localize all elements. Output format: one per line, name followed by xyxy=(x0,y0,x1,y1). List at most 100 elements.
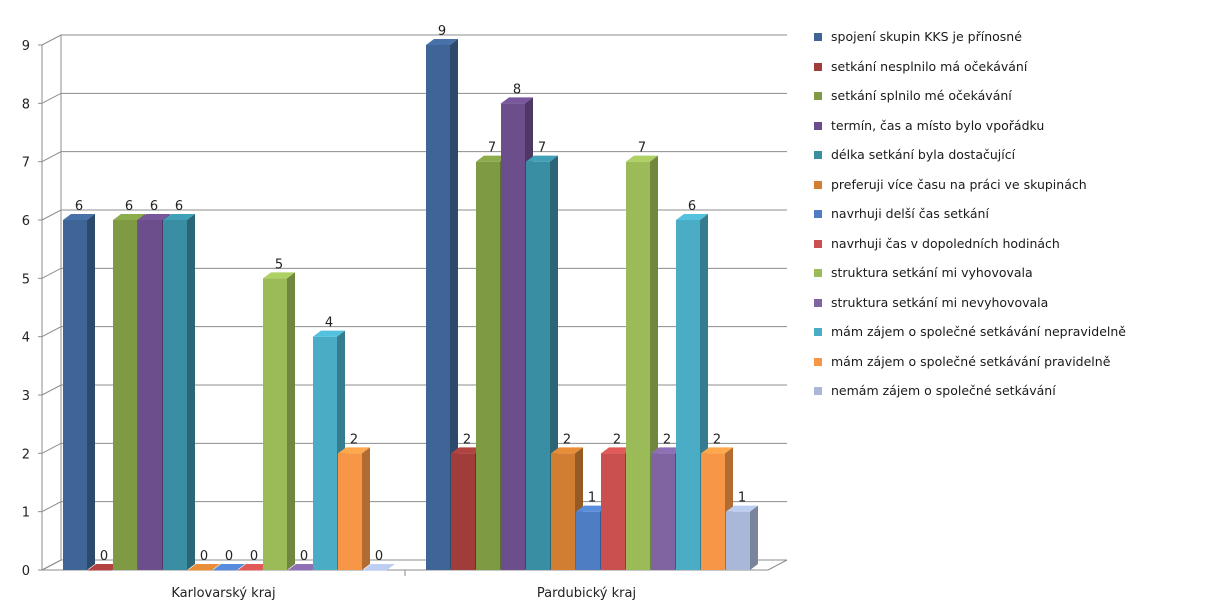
bar-top xyxy=(288,564,320,570)
data-label: 2 xyxy=(613,432,621,447)
legend-label: setkání nesplnilo má očekávání xyxy=(831,58,1028,74)
bar-top xyxy=(163,214,195,220)
bar-top xyxy=(363,564,395,570)
bar-top xyxy=(501,97,533,104)
legend-item: mám zájem o společné setkávání pravideln… xyxy=(808,347,1208,377)
bar-side xyxy=(187,214,195,570)
legend-label: preferuji více času na práci ve skupinác… xyxy=(831,176,1087,192)
y-tick-label: 7 xyxy=(22,156,30,171)
legend-item: navrhuji čas v dopoledních hodinách xyxy=(808,229,1208,259)
bar xyxy=(88,564,120,571)
bar-front xyxy=(576,511,600,570)
data-label: 6 xyxy=(175,199,183,214)
bar-top xyxy=(88,564,120,570)
bar-top xyxy=(238,564,270,570)
bar-top xyxy=(138,214,170,220)
gridline xyxy=(41,151,787,163)
bar-front xyxy=(188,570,212,571)
y-tick-label: 3 xyxy=(22,389,30,404)
x-category-label: Karlovarský kraj xyxy=(171,586,275,601)
bar-front xyxy=(501,103,525,570)
legend-swatch xyxy=(814,328,822,336)
legend-swatch xyxy=(814,121,822,130)
y-tick-label: 8 xyxy=(22,97,30,112)
bar-top xyxy=(451,447,483,454)
bar-top xyxy=(551,447,583,454)
bar-front xyxy=(313,336,337,570)
bar-front xyxy=(338,453,362,570)
data-label: 6 xyxy=(150,199,158,214)
bar-top xyxy=(313,330,345,337)
legend-label: struktura setkání mi nevyhovovala xyxy=(831,294,1049,310)
bar-front xyxy=(451,453,475,570)
bar xyxy=(63,214,95,570)
legend-label: navrhuji čas v dopoledních hodinách xyxy=(831,235,1060,251)
bar-front xyxy=(626,161,650,570)
bar-front xyxy=(426,45,450,570)
bar xyxy=(313,330,345,570)
bar-top xyxy=(526,155,558,162)
bar-front xyxy=(476,161,500,570)
data-label: 0 xyxy=(300,549,308,564)
chart-legend: spojení skupin KKS je přínosné setkání ne… xyxy=(808,22,1208,406)
data-label: 2 xyxy=(563,432,571,447)
y-tick-label: 4 xyxy=(22,331,30,346)
data-label: 6 xyxy=(125,199,133,214)
data-label: 0 xyxy=(250,549,258,564)
y-tick-label: 9 xyxy=(22,39,30,54)
legend-item: preferuji více času na práci ve skupinác… xyxy=(808,170,1208,200)
bar-front xyxy=(363,570,387,571)
bar-side xyxy=(287,272,295,570)
gridline xyxy=(41,34,787,46)
legend-swatch xyxy=(814,210,822,218)
legend-swatch xyxy=(814,62,822,71)
data-label: 1 xyxy=(738,491,746,506)
legend-swatch xyxy=(814,151,822,159)
data-label: 6 xyxy=(75,199,83,214)
data-label: 0 xyxy=(225,549,233,564)
bar-top xyxy=(476,155,508,162)
bar-front xyxy=(113,220,137,570)
bar-top xyxy=(263,272,295,279)
data-label: 0 xyxy=(375,549,383,564)
data-label: 7 xyxy=(488,141,496,156)
y-tick-label: 6 xyxy=(22,214,30,229)
bar xyxy=(426,39,458,570)
data-label: 2 xyxy=(663,432,671,447)
x-category-label: Pardubický kraj xyxy=(537,586,636,601)
bar-front xyxy=(163,220,187,570)
y-tick-label: 2 xyxy=(22,447,30,462)
legend-item: setkání splnilo mé očekávání xyxy=(808,81,1208,111)
bar-front xyxy=(288,570,312,571)
legend-label: termín, čas a místo bylo vpořádku xyxy=(831,117,1045,133)
bar-side xyxy=(750,505,758,570)
bar xyxy=(288,564,320,571)
legend-item: termín, čas a místo bylo vpořádku xyxy=(808,111,1208,141)
bar-top xyxy=(63,214,95,220)
bar xyxy=(726,505,758,570)
data-label: 9 xyxy=(438,24,446,39)
bar-top xyxy=(701,447,733,454)
bar xyxy=(526,155,558,570)
legend-swatch xyxy=(814,269,822,277)
bar-front xyxy=(601,453,625,570)
bar-front xyxy=(63,220,87,570)
bar-front xyxy=(238,570,262,571)
bar-front xyxy=(726,511,750,570)
data-label: 2 xyxy=(463,432,471,447)
data-label: 5 xyxy=(275,257,283,272)
legend-item: struktura setkání mi vyhovovala xyxy=(808,258,1208,288)
legend-swatch xyxy=(814,92,822,100)
bar-side xyxy=(362,447,370,570)
bar-front xyxy=(213,570,237,571)
data-label: 2 xyxy=(713,432,721,447)
legend-item: struktura setkání mi nevyhovovala xyxy=(808,288,1208,318)
data-label: 0 xyxy=(100,549,108,564)
legend-item: spojení skupin KKS je přínosné xyxy=(808,22,1208,52)
bar xyxy=(338,447,370,570)
legend-label: spojení skupin KKS je přínosné xyxy=(831,29,1022,44)
legend-label: nemám zájem o společné setkávání xyxy=(831,383,1056,398)
